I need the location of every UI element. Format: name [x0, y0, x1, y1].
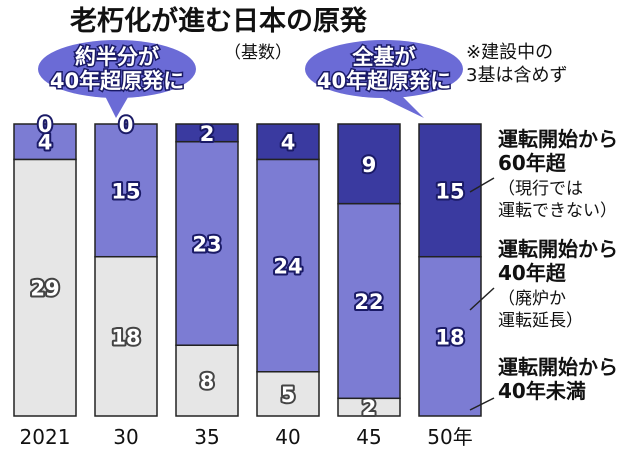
legend-title: 40年超 [498, 261, 567, 285]
bar-stack: 8 23 2 [175, 120, 239, 417]
bar-value-label: 2 [200, 122, 215, 146]
legend-subtitle: 運転できない） [498, 201, 617, 221]
bar-stack: 18 15 0 [94, 111, 158, 417]
callout-text: 全基が [352, 45, 416, 69]
bar-value-label: 2 [362, 396, 377, 420]
callout-text: 40年超原発に [317, 69, 451, 93]
bar-segment [418, 255, 482, 417]
chart-title: 老朽化が進む日本の原発 [70, 5, 368, 37]
bar-segment [337, 202, 401, 400]
callout-tail [370, 92, 424, 118]
x-tick-label: 40 [275, 425, 300, 449]
bar-value-label: 5 [281, 383, 296, 407]
bar-value-label: 15 [111, 179, 140, 203]
bar-stack: 5 24 4 [256, 123, 320, 417]
x-tick-label: 50年 [427, 425, 472, 449]
bar-value-label: 22 [354, 290, 383, 314]
bar-value-label: 4 [281, 131, 296, 155]
bars: 29401815082325244222901815 [13, 111, 482, 422]
callout-tail [103, 92, 131, 118]
bar-stack: 29 40 [13, 111, 77, 417]
bar-segment [94, 255, 158, 417]
bar-value-label: 4 [38, 131, 53, 155]
legend-leader [469, 177, 495, 193]
bar-segment [337, 123, 401, 205]
legend-subtitle: （廃炉か [498, 289, 566, 309]
callout-bubble [38, 40, 196, 98]
bar-segment [94, 123, 158, 258]
bar-segment [175, 123, 239, 143]
legend-title: 運転開始から [498, 237, 618, 261]
bar-value-label: 23 [192, 232, 221, 256]
bar-value-label: 18 [111, 325, 140, 349]
legend-title: 運転開始から [498, 355, 618, 379]
legend-title: 40年未満 [498, 379, 586, 403]
bar-segment [256, 158, 320, 373]
bar-value-label: 8 [200, 370, 215, 394]
callout-bubble [305, 40, 463, 98]
x-ticks: 2021 30 35 40 45 50年 [20, 425, 473, 449]
chart-subtitle: （基数） [224, 43, 292, 63]
x-tick-label: 30 [113, 425, 138, 449]
bar-segment [256, 371, 320, 417]
bar-value-label: 29 [30, 277, 59, 301]
bar-value-label: 9 [362, 153, 377, 177]
legend-title: 運転開始から [498, 127, 618, 151]
x-tick-label: 45 [356, 425, 381, 449]
legend-subtitle: 運転延長） [498, 311, 583, 331]
bar-value-label: 15 [435, 179, 464, 203]
bar-value-label: 18 [435, 325, 464, 349]
x-tick-label: 35 [194, 425, 219, 449]
bar-segment [175, 140, 239, 346]
legend-leader [469, 287, 495, 311]
bar-value-label: 24 [273, 255, 302, 279]
bar-segment [13, 158, 77, 417]
legend-subtitle: （現行では [498, 179, 583, 199]
legend-leader [469, 397, 495, 411]
bar-segment [175, 344, 239, 417]
bar-segment [256, 123, 320, 161]
bar-value-label: 0 [119, 113, 134, 137]
bar-value-label: 0 [38, 113, 53, 137]
chart-note: ※建設中の [466, 42, 553, 63]
legend: 運転開始から60年超（現行では運転できない）運転開始から40年超（廃炉か運転延長… [469, 127, 618, 411]
bar-segment [418, 123, 482, 258]
chart-note: 3基は含めず [466, 65, 567, 86]
callout-text: 40年超原発に [50, 69, 184, 93]
callout-text: 約半分が [75, 45, 159, 69]
x-tick-label: 2021 [20, 425, 71, 449]
bar-segment [13, 123, 77, 161]
legend-title: 60年超 [498, 151, 567, 175]
